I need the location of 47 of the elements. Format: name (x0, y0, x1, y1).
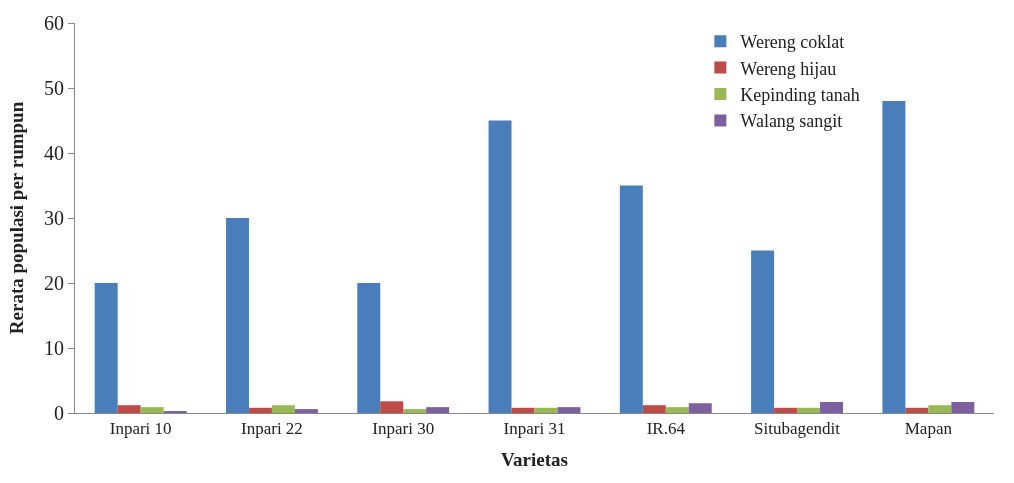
bar (488, 120, 512, 413)
y-tick-label: 40 (44, 142, 64, 164)
bar (357, 283, 381, 413)
bar (380, 401, 404, 413)
x-tick-label: Inpari 30 (372, 419, 435, 439)
y-tick-label: 20 (44, 272, 64, 294)
bar (294, 409, 318, 413)
bar (928, 405, 952, 413)
bar (774, 407, 798, 413)
bar (797, 407, 821, 413)
bar (248, 407, 272, 413)
y-tick-label: 10 (44, 337, 64, 359)
bar (117, 405, 141, 413)
bar (619, 185, 643, 413)
bar (882, 101, 906, 413)
x-tick-label: Inpari 31 (503, 419, 566, 439)
bar (426, 407, 450, 413)
bar (951, 401, 975, 413)
bar (820, 401, 844, 413)
x-axis-title: Varietas (501, 449, 568, 471)
bar (94, 283, 118, 413)
x-tick-label: Inpari 22 (241, 419, 303, 439)
bar (271, 405, 295, 413)
x-tick-label: IR.64 (646, 419, 686, 439)
x-tick-label: Inpari 10 (109, 419, 172, 439)
bar (557, 407, 581, 413)
bar (665, 407, 689, 413)
x-tick-label: Situbagendit (754, 419, 841, 439)
legend-label: Kepinding tanah (740, 85, 860, 106)
legend-label: Wereng coklat (740, 32, 845, 53)
bar (403, 409, 427, 413)
bar (225, 218, 249, 413)
legend-label: Walang sangit (740, 111, 843, 132)
bar (140, 407, 164, 413)
y-tick-label: 30 (44, 207, 64, 229)
y-tick-label: 50 (44, 77, 64, 99)
bar (905, 407, 929, 413)
x-tick-label: Mapan (904, 419, 953, 439)
y-tick-label: 0 (54, 402, 64, 424)
bar (511, 407, 535, 413)
y-tick-label: 60 (44, 12, 64, 34)
bar (642, 405, 666, 413)
bar (534, 407, 558, 413)
bar (751, 250, 775, 413)
legend-label: Wereng hijau (740, 58, 837, 79)
y-axis-title: Rerata populasi per rumpun (5, 101, 27, 335)
bar (688, 403, 712, 413)
